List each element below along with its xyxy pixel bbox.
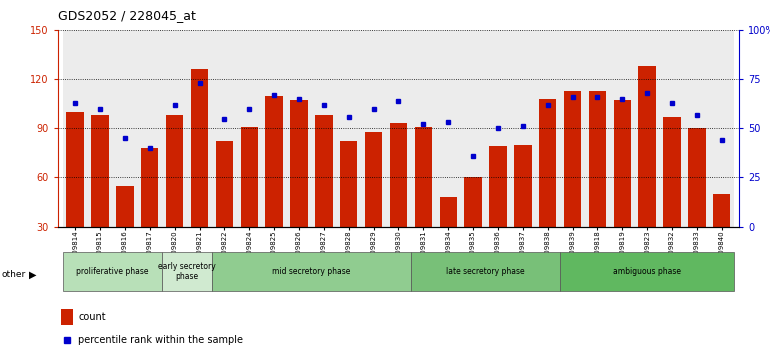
Bar [290,101,308,276]
Bar [709,30,735,227]
Bar [191,69,208,276]
Bar [535,30,560,227]
Bar [166,115,183,276]
Bar [365,132,383,276]
Bar [237,30,262,227]
Bar [88,30,112,227]
Bar [92,115,109,276]
Bar [713,194,731,276]
Bar [390,124,407,276]
Bar [514,145,531,276]
Bar [286,30,311,227]
Bar [685,30,709,227]
Text: ▶: ▶ [29,269,37,279]
Bar [137,30,162,227]
Bar [61,309,73,325]
Bar [614,101,631,276]
Bar [240,127,258,276]
Bar [112,30,137,227]
Text: other: other [2,270,25,279]
Bar [436,30,460,227]
Bar [589,91,606,276]
Bar [386,30,411,227]
Text: early secretory
phase: early secretory phase [158,262,216,281]
Bar [141,148,159,276]
Bar [411,252,560,291]
Bar [460,30,486,227]
Bar [663,117,681,276]
Bar [315,115,333,276]
Text: count: count [79,312,105,322]
Bar [464,177,482,276]
Bar [216,141,233,276]
Bar [212,30,237,227]
Text: percentile rank within the sample: percentile rank within the sample [79,335,243,346]
Bar [660,30,685,227]
Bar [585,30,610,227]
Text: GDS2052 / 228045_at: GDS2052 / 228045_at [58,9,196,22]
Bar [539,99,557,276]
Text: late secretory phase: late secretory phase [446,267,525,276]
Text: mid secretory phase: mid secretory phase [273,267,350,276]
Bar [116,185,134,276]
Bar [560,30,585,227]
Bar [688,128,705,276]
Bar [162,252,212,291]
Bar [610,30,634,227]
Bar [162,30,187,227]
Bar [486,30,511,227]
Bar [212,252,411,291]
Bar [511,30,535,227]
Text: ambiguous phase: ambiguous phase [613,267,681,276]
Bar [266,96,283,276]
Bar [489,146,507,276]
Bar [361,30,386,227]
Bar [187,30,212,227]
Bar [411,30,436,227]
Bar [414,127,432,276]
Bar [634,30,660,227]
Bar [336,30,361,227]
Bar [262,30,286,227]
Bar [340,141,357,276]
Bar [440,197,457,276]
Bar [62,252,162,291]
Bar [560,252,735,291]
Bar [311,30,336,227]
Text: proliferative phase: proliferative phase [76,267,149,276]
Bar [62,30,88,227]
Bar [638,66,656,276]
Bar [564,91,581,276]
Bar [66,112,84,276]
